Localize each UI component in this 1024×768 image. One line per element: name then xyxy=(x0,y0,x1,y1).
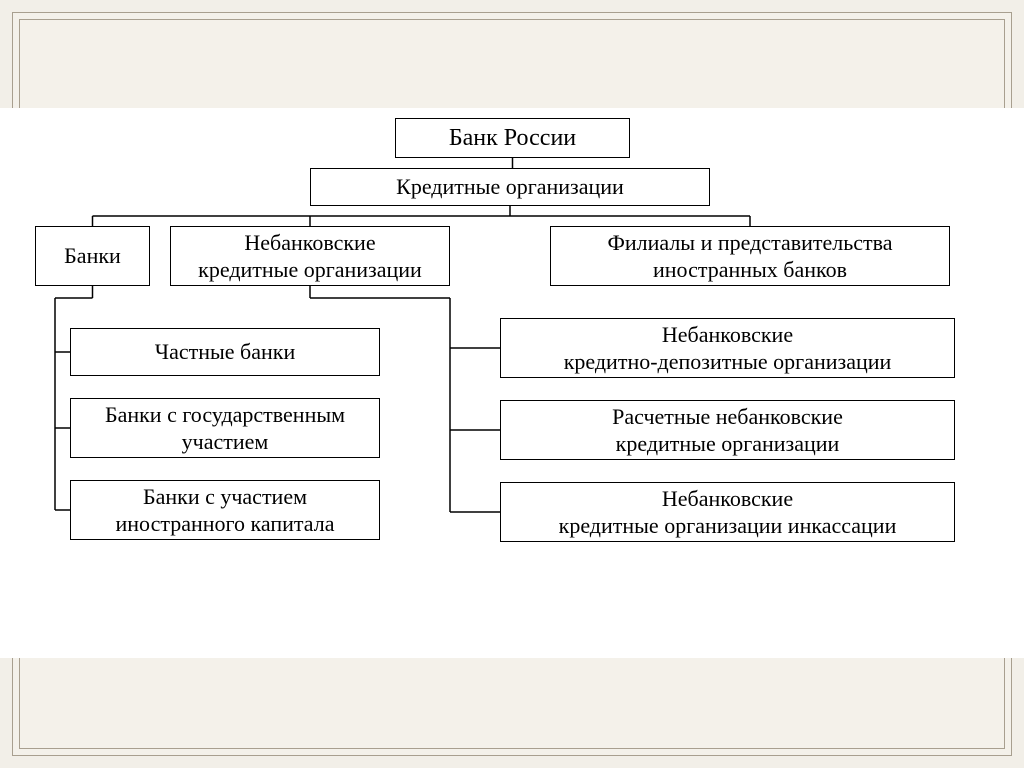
node-branches: Филиалы и представительства иностранных … xyxy=(550,226,950,286)
node-banks: Банки xyxy=(35,226,150,286)
node-n1: Небанковские кредитно-депозитные организ… xyxy=(500,318,955,378)
node-b2: Банки с государственным участием xyxy=(70,398,380,458)
node-n2: Расчетные небанковские кредитные организ… xyxy=(500,400,955,460)
node-b1: Частные банки xyxy=(70,328,380,376)
node-credit-orgs: Кредитные организации xyxy=(310,168,710,206)
node-n3: Небанковские кредитные организации инкас… xyxy=(500,482,955,542)
node-b3: Банки с участием иностранного капитала xyxy=(70,480,380,540)
node-root: Банк России xyxy=(395,118,630,158)
node-nonbank: Небанковские кредитные организации xyxy=(170,226,450,286)
diagram-canvas: Банк России Кредитные организации Банки … xyxy=(0,108,1024,658)
